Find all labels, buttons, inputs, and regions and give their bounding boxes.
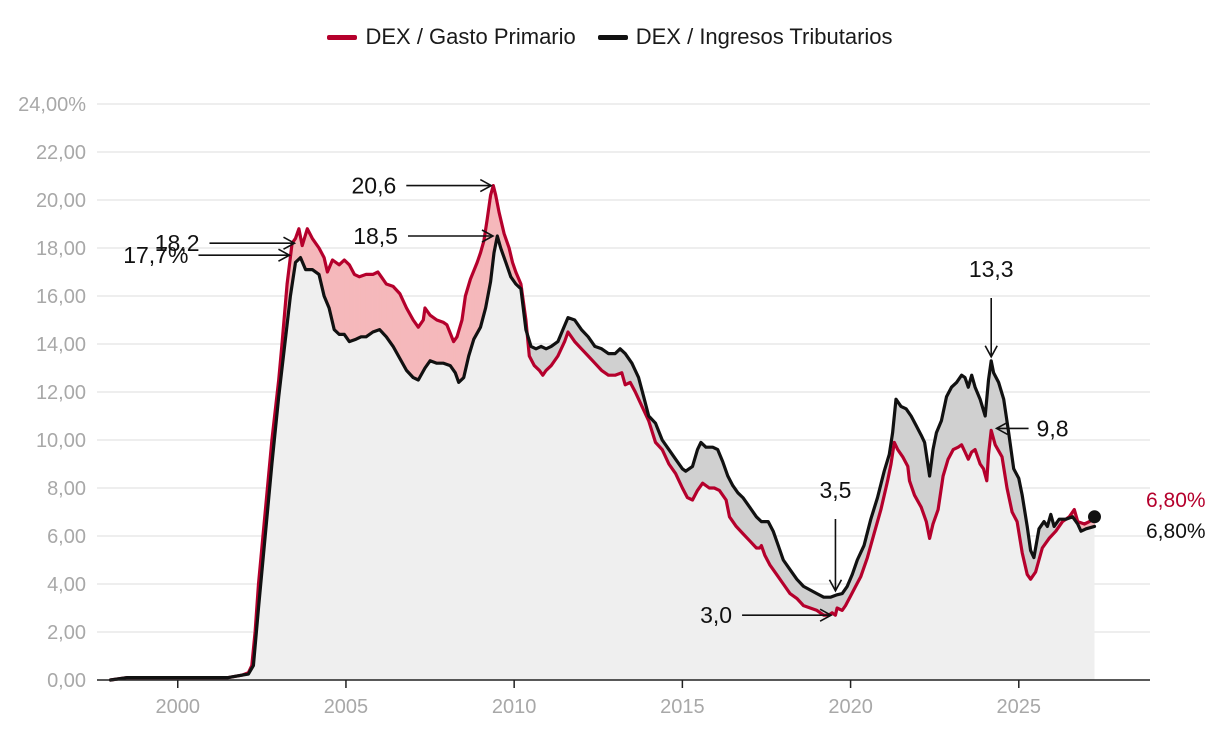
gap-area bbox=[961, 374, 966, 453]
gap-area bbox=[372, 271, 379, 333]
gap-area bbox=[412, 319, 419, 381]
y-tick-label: 8,00 bbox=[47, 478, 86, 500]
annotation-177: 17,7% bbox=[123, 242, 292, 268]
arrow-head bbox=[481, 229, 495, 243]
gap-area bbox=[424, 307, 431, 369]
annotation-label: 20,6 bbox=[352, 173, 397, 199]
annotation-30: 3,0 bbox=[700, 602, 833, 628]
gap-area bbox=[915, 425, 922, 509]
gap-area bbox=[429, 314, 438, 364]
y-tick-label: 4,00 bbox=[47, 574, 86, 596]
annotation-label: 18,2 bbox=[155, 230, 200, 256]
annotation-label: 3,5 bbox=[819, 477, 851, 503]
annotation-label: 9,8 bbox=[1037, 415, 1069, 441]
gap-area bbox=[381, 275, 387, 338]
gap-area bbox=[994, 375, 999, 452]
y-tick-label: 20,00 bbox=[36, 190, 86, 212]
gap-area bbox=[443, 321, 448, 365]
y-tick-label: 16,00 bbox=[36, 286, 86, 308]
x-tick-label: 2015 bbox=[660, 696, 705, 718]
x-tick-label: 2010 bbox=[492, 696, 537, 718]
axis-layer: 0,00 2,00 4,00 6,00 8,00 10,00 12,00 14,00 16,00… bbox=[18, 94, 1150, 718]
gap-area bbox=[355, 274, 360, 340]
gap-area bbox=[608, 353, 616, 376]
legend: DEX / Gasto Primario DEX / Ingresos Trib… bbox=[0, 24, 1220, 50]
gap-area bbox=[964, 377, 969, 460]
annotation-182: 18,2 bbox=[155, 230, 297, 256]
x-tick-label: 2005 bbox=[324, 696, 369, 718]
arrow-head bbox=[994, 421, 1008, 436]
gap-area bbox=[687, 465, 693, 501]
y-tick-label: 22,00 bbox=[36, 142, 86, 164]
gap-area bbox=[952, 381, 957, 451]
x-tick-label: 2025 bbox=[997, 696, 1042, 718]
series-line-tributarios[interactable] bbox=[108, 234, 1097, 682]
y-tick-label: 0,00 bbox=[47, 670, 86, 692]
gap-area bbox=[338, 259, 345, 335]
gap-area bbox=[714, 447, 718, 491]
gap-area bbox=[947, 387, 952, 460]
x-tick-label: 2000 bbox=[155, 696, 200, 718]
legend-item-tributarios[interactable]: DEX / Ingresos Tributarios bbox=[597, 24, 893, 50]
line-layer bbox=[108, 184, 1101, 682]
annotation-layer: 6,80% 6,80% 20,6 18,2 18,5 17,7% 13,3 9,8 3,5 3,0 bbox=[123, 173, 1205, 629]
y-tick-label: 10,00 bbox=[36, 430, 86, 452]
gap-area bbox=[365, 274, 374, 338]
arrow-head bbox=[984, 345, 998, 359]
gap-area bbox=[349, 264, 355, 343]
annotation-206: 20,6 bbox=[352, 173, 493, 199]
end-point-dot bbox=[1087, 510, 1101, 524]
annotation-label: 18,5 bbox=[353, 223, 398, 249]
gap-area bbox=[897, 400, 902, 456]
gap-area bbox=[705, 446, 710, 489]
arrow-head bbox=[479, 178, 493, 193]
series-line-gasto[interactable] bbox=[108, 184, 1097, 682]
arrow-head bbox=[828, 579, 843, 593]
gap-area bbox=[702, 443, 707, 487]
legend-label-tributarios: DEX / Ingresos Tributarios bbox=[635, 24, 893, 49]
gap-area bbox=[333, 260, 340, 336]
arrow-head bbox=[819, 608, 833, 622]
annotation-label: 17,7% bbox=[123, 242, 188, 268]
y-tick-label: 18,00 bbox=[36, 238, 86, 260]
annotation-label: 3,0 bbox=[700, 602, 732, 628]
y-tick-label: 12,00 bbox=[36, 382, 86, 404]
y-tick-label: 14,00 bbox=[36, 334, 86, 356]
base-area bbox=[110, 236, 1095, 680]
annotation-185: 18,5 bbox=[353, 223, 495, 249]
legend-label-gasto: DEX / Gasto Primario bbox=[365, 24, 576, 49]
gap-area bbox=[344, 259, 350, 343]
arrow-head bbox=[278, 248, 292, 262]
legend-swatch-tributarios bbox=[597, 34, 628, 40]
y-tick-label: 24,00% bbox=[18, 94, 86, 116]
x-tick-label: 2020 bbox=[828, 696, 873, 718]
gap-area bbox=[360, 273, 367, 338]
arrow-head bbox=[283, 236, 297, 250]
y-tick-label: 2,00 bbox=[47, 622, 86, 644]
annotation-133: 13,3 bbox=[969, 256, 1014, 359]
gap-area bbox=[436, 319, 444, 364]
legend-item-gasto[interactable]: DEX / Gasto Primario bbox=[327, 24, 576, 50]
annotation-98: 9,8 bbox=[994, 415, 1069, 441]
y-tick-label: 6,00 bbox=[47, 526, 86, 548]
gap-area bbox=[957, 374, 962, 448]
gap-area bbox=[473, 262, 478, 341]
legend-swatch-gasto bbox=[327, 34, 358, 40]
gap-area bbox=[709, 446, 713, 489]
annotation-label: 13,3 bbox=[969, 256, 1014, 282]
annotation-35: 3,5 bbox=[819, 477, 851, 593]
end-label-gasto: 6,80% bbox=[1146, 489, 1206, 512]
end-label-tributarios: 6,80% bbox=[1146, 520, 1206, 543]
